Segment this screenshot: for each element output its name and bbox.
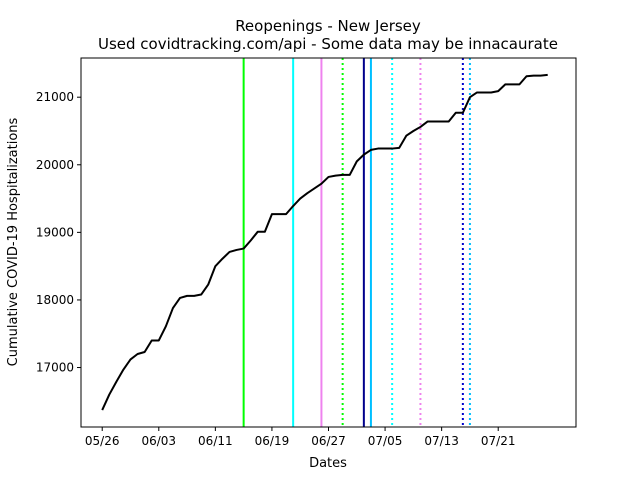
y-tick-label-2: 19000 [36, 225, 74, 239]
x-tick-label-6: 07/13 [424, 434, 459, 448]
chart-subtitle: Used covidtracking.com/api - Some data m… [98, 35, 558, 53]
y-tick-label-1: 18000 [36, 293, 74, 307]
x-axis-label: Dates [309, 456, 347, 471]
annotation-lines [242, 58, 471, 427]
x-tick-label-2: 06/11 [198, 434, 233, 448]
x-tick-label-0: 05/26 [85, 434, 120, 448]
y-tick-label-3: 20000 [36, 158, 74, 172]
chart-title: Reopenings - New Jersey [235, 17, 421, 35]
y-axis-ticks: 17000 18000 19000 20000 21000 [36, 90, 81, 375]
plot-frame [80, 57, 577, 428]
series-group [101, 73, 548, 411]
y-tick-label-4: 21000 [36, 90, 74, 104]
x-tick-label-3: 06/19 [255, 434, 290, 448]
x-tick-label-1: 06/03 [141, 434, 176, 448]
y-axis-label: Cumulative COVID-19 Hospitalizations [6, 117, 21, 366]
x-tick-label-4: 06/27 [311, 434, 346, 448]
x-tick-label-5: 07/05 [368, 434, 403, 448]
x-axis-ticks: 05/26 06/03 06/11 06/19 06/27 07/05 07/13 07/21 [85, 427, 516, 448]
x-tick-label-7: 07/21 [481, 434, 516, 448]
series-line-0 [101, 73, 548, 411]
y-tick-label-0: 17000 [36, 361, 74, 375]
